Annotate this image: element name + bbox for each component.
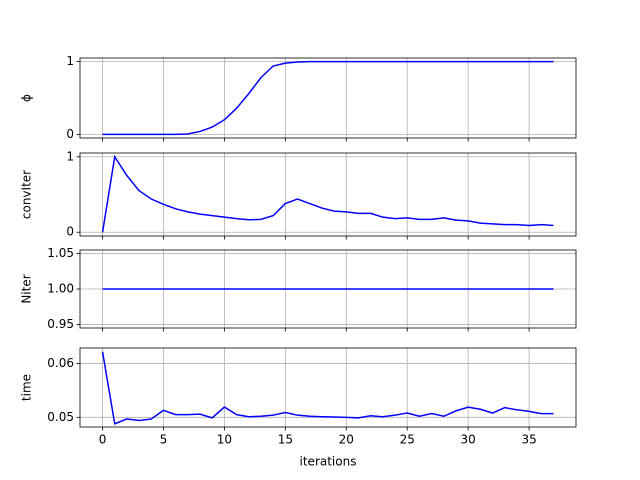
y-axis-label: convIter	[20, 170, 34, 219]
y-tick-label: 1.05	[47, 246, 74, 260]
data-line	[101, 351, 554, 425]
data-line	[101, 154, 554, 233]
y-tick-label: 0	[66, 127, 74, 141]
y-axis-label: ϕ	[20, 94, 34, 102]
x-axis-label: iterations	[300, 455, 357, 469]
x-tick-label: 25	[400, 433, 415, 447]
x-tick-label: 15	[278, 433, 293, 447]
y-tick-label: 0.05	[47, 410, 74, 424]
x-tick-label: 0	[99, 433, 107, 447]
x-tick-label: 30	[461, 433, 476, 447]
data-line	[102, 60, 554, 136]
x-tick-label: 20	[339, 433, 354, 447]
axes-frame	[79, 152, 577, 237]
y-tick-label: 0	[66, 225, 74, 239]
x-tick-label: 35	[521, 433, 536, 447]
x-tick-label: 5	[160, 433, 168, 447]
y-axis-label: time	[20, 374, 34, 401]
y-tick-label: 1	[66, 149, 74, 163]
y-tick-label: 0.95	[47, 317, 74, 331]
y-tick-label: 1	[66, 54, 74, 68]
y-axis-label: Niter	[20, 274, 34, 303]
x-tick-label: 10	[217, 433, 232, 447]
y-tick-label: 0.06	[47, 356, 74, 370]
y-tick-label: 1.00	[47, 282, 74, 296]
axes-frame	[79, 57, 577, 139]
axes-frame	[79, 249, 577, 329]
axes-frame	[79, 347, 577, 428]
